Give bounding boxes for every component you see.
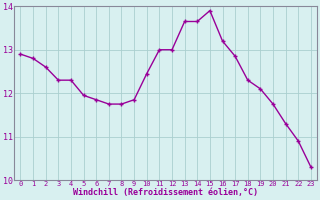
X-axis label: Windchill (Refroidissement éolien,°C): Windchill (Refroidissement éolien,°C) xyxy=(73,188,258,197)
